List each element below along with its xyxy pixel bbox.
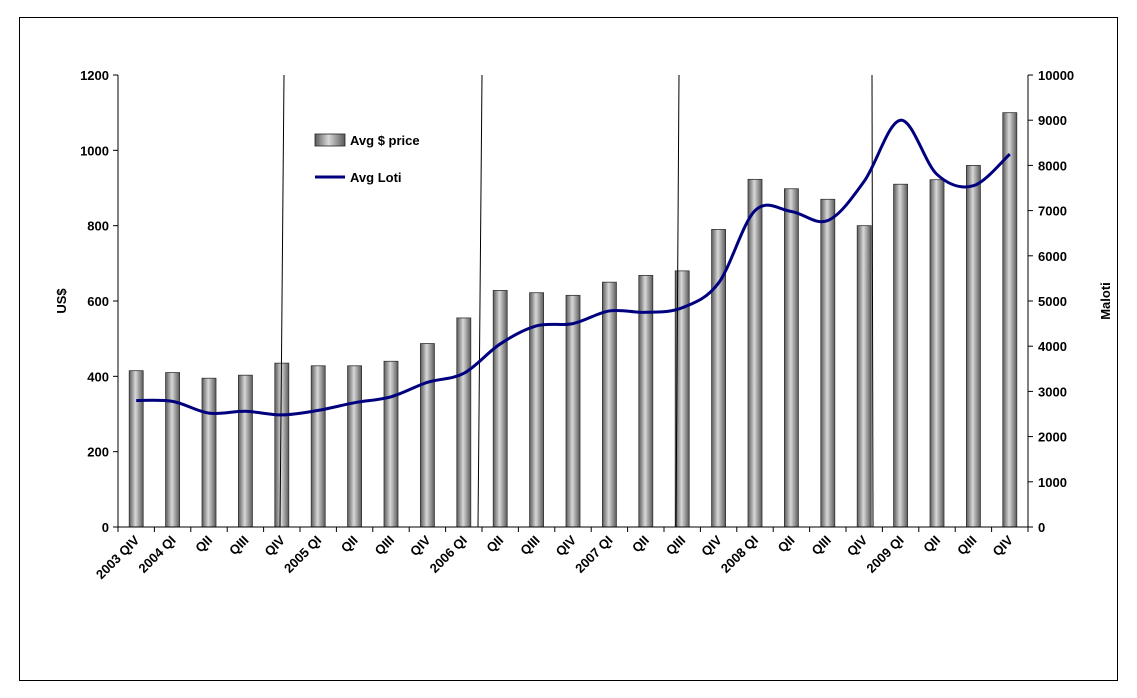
left-tick-label-0: 0 [102,520,109,535]
right-tick-label-8: 8000 [1038,158,1067,173]
legend: Avg $ price Avg Loti [314,133,420,185]
right-tick-label-0: 0 [1038,520,1045,535]
bar-10 [492,290,508,528]
bar-7 [383,360,399,528]
x-tick-label-6: QII [338,533,361,556]
right-tick-label-4: 4000 [1038,339,1067,354]
left-tick-label-3: 600 [87,294,109,309]
bar-3 [237,374,253,528]
x-tick-label-12: QIV [553,532,580,559]
year-dividers [279,74,874,528]
x-tick-label-23: QIII [954,533,979,558]
left-tick-label-6: 1200 [80,68,109,83]
bar-1 [165,372,181,528]
bar-24 [1002,112,1018,528]
x-tick-label-19: QIII [808,533,833,558]
bar-22 [929,179,945,528]
x-tick-label-16: QIV [698,532,725,559]
right-tick-label-1: 1000 [1038,475,1067,490]
x-tick-label-17: 2008 QI [718,533,761,576]
right-tick-label-3: 3000 [1038,384,1067,399]
bar-12 [565,294,581,528]
x-tick-label-4: QIV [261,532,288,559]
left-tick-label-2: 400 [87,369,109,384]
x-tick-label-5: 2005 QI [281,533,324,576]
x-tick-label-14: QII [629,533,652,556]
bar-13 [602,281,617,528]
right-axis-ticks: 0 1000 2000 3000 4000 5000 6000 7000 8000 9000 100… [1028,68,1074,535]
legend-bar-swatch [314,133,346,147]
x-tick-label-11: QIII [517,533,542,558]
legend-label-avg-loti: Avg Loti [350,170,402,185]
bar-21 [893,183,908,528]
bar-9 [456,317,472,528]
bar-19 [820,198,836,528]
left-tick-label-1: 200 [87,445,109,460]
bar-17 [747,178,763,528]
x-tick-label-10: QII [483,533,506,556]
bar-20 [856,225,872,528]
bar-8 [419,343,435,528]
right-tick-label-5: 5000 [1038,294,1067,309]
legend-label-avg-price: Avg $ price [350,133,420,148]
x-tick-label-18: QII [775,533,798,556]
bar-0 [128,370,144,528]
x-tick-label-7: QIII [372,533,397,558]
right-tick-label-9: 9000 [1038,113,1067,128]
right-tick-label-7: 7000 [1038,204,1067,219]
right-axis-title: Maloti [1098,282,1113,320]
x-tick-label-3: QIII [226,533,251,558]
bar-5 [310,365,326,528]
bar-series [128,112,1018,528]
right-tick-label-6: 6000 [1038,249,1067,264]
x-tick-label-1: 2004 QI [135,533,178,576]
x-tick-label-24: QIV [989,532,1016,559]
left-axis-ticks: 0 200 400 600 800 1000 1200 [80,68,118,535]
right-tick-label-10: 10000 [1038,68,1074,83]
left-tick-label-4: 800 [87,219,109,234]
year-divider-0 [279,74,285,528]
left-axis-title: US$ [54,288,69,314]
x-tick-label-2: QII [192,533,215,556]
x-tick-label-21: 2009 QI [863,533,906,576]
x-tick-label-20: QIV [844,532,871,559]
bar-4 [274,362,290,528]
bar-18 [784,188,799,528]
x-tick-label-22: QII [920,533,943,556]
x-tick-label-0: 2003 QIV [93,532,143,582]
year-divider-1 [477,74,483,528]
right-tick-label-2: 2000 [1038,430,1067,445]
x-tick-label-9: 2006 QI [427,533,470,576]
avg-loti-line [136,118,1011,417]
x-tick-label-15: QIII [663,533,688,558]
x-tick-label-8: QIV [407,532,434,559]
bar-23 [966,164,981,528]
bar-2 [201,377,217,528]
year-divider-3 [871,74,874,528]
bar-6 [347,365,363,528]
left-tick-label-5: 1000 [80,143,109,158]
x-tick-label-13: 2007 QI [572,533,615,576]
year-divider-2 [675,74,680,528]
